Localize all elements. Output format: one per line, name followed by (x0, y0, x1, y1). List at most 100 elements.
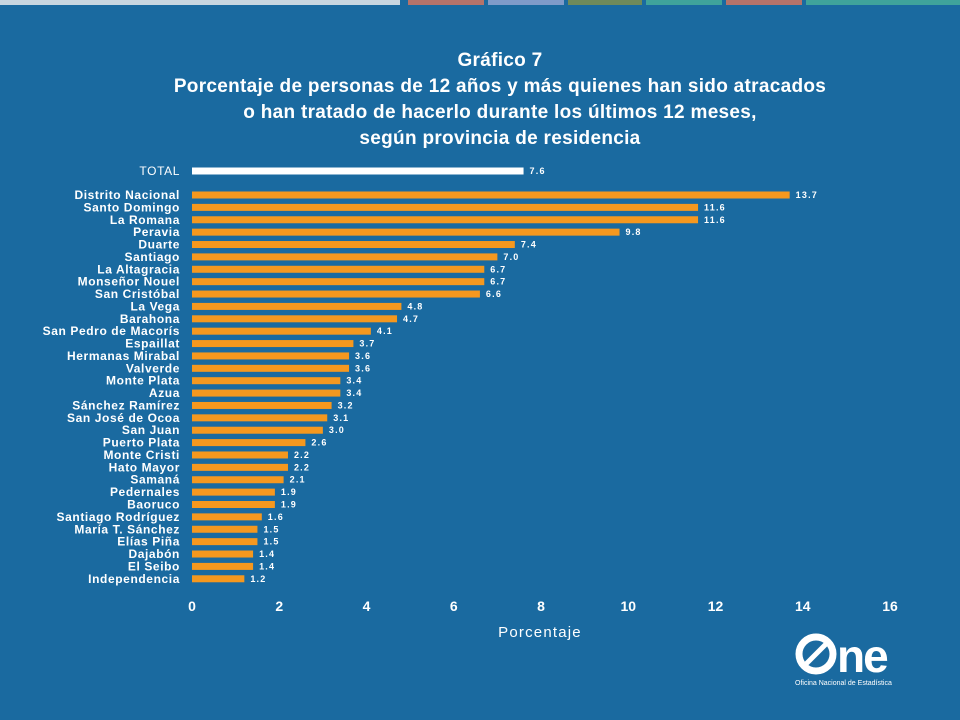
bar (192, 401, 332, 409)
category-label: Monte Plata (106, 374, 180, 388)
value-label: 6.7 (490, 277, 506, 287)
category-label: La Vega (130, 299, 180, 313)
bar (192, 228, 620, 236)
x-tick-label: 4 (363, 598, 371, 614)
category-label: Peravia (133, 225, 180, 239)
x-tick-label: 16 (882, 598, 898, 614)
bar (192, 327, 371, 335)
chart-title: Gráfico 7 (457, 50, 543, 71)
category-label: Santiago Rodríguez (57, 510, 180, 524)
category-label: Dajabón (128, 547, 180, 561)
category-label: Elías Piña (117, 535, 180, 549)
x-tick-label: 8 (537, 598, 545, 614)
header-stripe-segment (408, 0, 484, 5)
chart-subtitle-line-3: según provincia de residencia (359, 128, 641, 149)
bar (192, 538, 258, 546)
bar (192, 562, 254, 570)
value-label: 1.5 (263, 537, 279, 547)
category-label: Sánchez Ramírez (72, 398, 180, 412)
value-label: 3.0 (329, 425, 345, 435)
one-logo-mark: ne (795, 630, 890, 682)
x-tick-label: 0 (188, 598, 196, 614)
value-label: 13.7 (796, 190, 818, 200)
header-stripe-segment (806, 0, 960, 5)
value-label: 7.0 (503, 252, 519, 262)
logo-brand-text: ne (837, 630, 888, 680)
bar (192, 265, 485, 273)
logo-subtitle: Oficina Nacional de Estadística (795, 680, 892, 687)
value-label: 1.4 (259, 549, 275, 559)
x-tick-label: 6 (450, 598, 458, 614)
category-label: La Romana (110, 213, 180, 227)
value-label: 1.6 (268, 512, 284, 522)
value-label: 1.2 (250, 574, 266, 584)
category-label: San Juan (122, 423, 180, 437)
value-label: 11.6 (704, 215, 726, 225)
category-label: Santiago (125, 250, 180, 264)
bar (192, 463, 288, 471)
total-value-label: 7.6 (530, 166, 546, 176)
value-label: 2.2 (294, 462, 310, 472)
header-stripe-segment (0, 0, 400, 5)
category-label: Valverde (126, 361, 180, 375)
bar (192, 439, 306, 447)
value-label: 11.6 (704, 202, 726, 212)
category-label: Distrito Nacional (74, 188, 180, 202)
bar (192, 476, 284, 484)
value-label: 4.8 (407, 301, 423, 311)
header-stripe-segment (646, 0, 722, 5)
value-label: 3.4 (346, 388, 362, 398)
x-tick-label: 10 (620, 598, 636, 614)
category-label: Samaná (130, 473, 180, 487)
bar (192, 364, 350, 372)
category-label: Independencia (88, 572, 180, 586)
bar (192, 488, 275, 496)
value-label: 3.7 (359, 339, 375, 349)
chart-subtitle-line-2: o han tratado de hacerlo durante los últ… (243, 102, 757, 123)
category-label: San José de Ocoa (67, 411, 180, 425)
bar (192, 253, 498, 261)
category-label: Espaillat (125, 337, 180, 351)
value-label: 3.6 (355, 351, 371, 361)
bar (192, 525, 258, 533)
category-label: San Pedro de Macorís (43, 324, 180, 338)
bar (192, 575, 245, 583)
total-label: TOTAL (139, 164, 180, 178)
category-label: Azua (149, 386, 180, 400)
bar (192, 315, 398, 323)
header-stripe-segment (488, 0, 564, 5)
bar (192, 340, 354, 348)
category-label: La Altagracia (97, 262, 180, 276)
category-label: Duarte (138, 238, 180, 252)
bar (192, 302, 402, 310)
bar (192, 451, 288, 459)
category-label: San Cristóbal (95, 287, 180, 301)
x-tick-label: 14 (795, 598, 811, 614)
one-logo: ne Oficina Nacional de Estadística (795, 630, 920, 692)
value-label: 3.6 (355, 363, 371, 373)
bar (192, 203, 699, 211)
bar (192, 241, 515, 249)
total-bar (192, 167, 524, 175)
bar (192, 191, 790, 199)
header-stripe-segment (726, 0, 802, 5)
category-label: María T. Sánchez (74, 522, 180, 536)
bar (192, 550, 254, 558)
x-axis-title: Porcentaje (498, 624, 582, 641)
chart-subtitle-line-1: Porcentaje de personas de 12 años y más … (173, 76, 827, 97)
bar (192, 501, 275, 508)
bar (192, 216, 699, 224)
bar (192, 414, 328, 422)
category-label: Santo Domingo (84, 200, 180, 214)
bar (192, 389, 341, 397)
value-label: 2.2 (294, 450, 310, 460)
category-label: Baoruco (127, 498, 180, 512)
bar (192, 377, 341, 385)
bar (192, 290, 480, 298)
chart-title-block: Gráfico 7 Porcentaje de personas de 12 a… (0, 48, 960, 152)
value-label: 1.9 (281, 500, 297, 510)
category-label: Puerto Plata (103, 436, 180, 450)
value-label: 3.1 (333, 413, 349, 423)
value-label: 2.6 (311, 438, 327, 448)
category-label: Monseñor Nouel (78, 275, 180, 289)
